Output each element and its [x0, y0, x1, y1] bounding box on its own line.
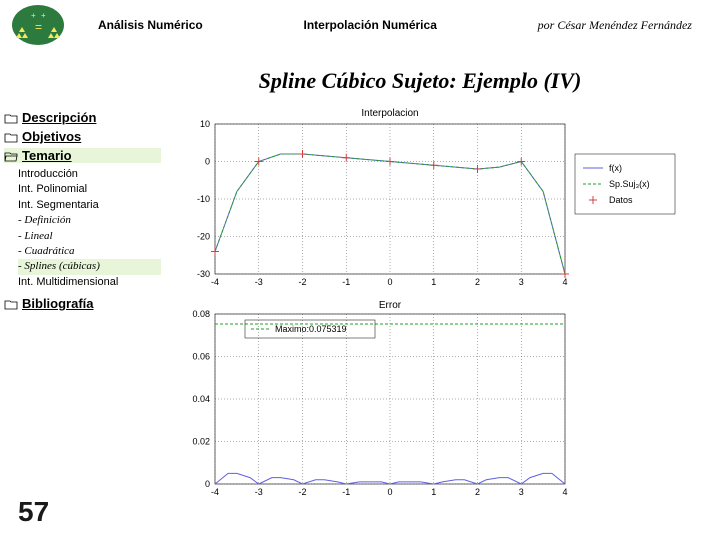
sidebar: Descripción Objetivos Temario Introducci… — [0, 104, 165, 524]
header-topic: Interpolación Numérica — [304, 18, 437, 33]
slide-title: Spline Cúbico Sujeto: Ejemplo (IV) — [120, 68, 720, 94]
svg-text:0.04: 0.04 — [192, 394, 210, 404]
svg-text:-2: -2 — [298, 277, 306, 287]
svg-text:-30: -30 — [197, 269, 210, 279]
interpolation-error-charts: Interpolacion-4-3-2-101234-30-20-10010f(… — [175, 104, 695, 504]
svg-text:-20: -20 — [197, 232, 210, 242]
folder-icon — [4, 112, 18, 123]
svg-text:1: 1 — [431, 487, 436, 497]
nav-label: Descripción — [22, 110, 96, 125]
svg-text:0: 0 — [205, 157, 210, 167]
svg-text:1: 1 — [431, 277, 436, 287]
svg-text:Maximo:0.075319: Maximo:0.075319 — [275, 324, 347, 334]
svg-text:0: 0 — [387, 277, 392, 287]
page-number: 57 — [18, 496, 49, 528]
svg-text:+: + — [41, 11, 46, 20]
nav-descripcion[interactable]: Descripción — [4, 110, 161, 125]
nav-label: Objetivos — [22, 129, 81, 144]
sub-lin[interactable]: - Lineal — [18, 229, 161, 244]
nav-label: Temario — [22, 148, 72, 163]
svg-text:-1: -1 — [342, 277, 350, 287]
svg-text:0.06: 0.06 — [192, 352, 210, 362]
svg-text:0.08: 0.08 — [192, 309, 210, 319]
nav-label: Bibliografía — [22, 296, 94, 311]
nav-objetivos[interactable]: Objetivos — [4, 129, 161, 144]
svg-text:-4: -4 — [211, 487, 219, 497]
sub-cuad[interactable]: - Cuadrática — [18, 244, 161, 259]
svg-text:4: 4 — [562, 277, 567, 287]
svg-text:f(x): f(x) — [609, 163, 622, 173]
svg-text:4: 4 — [562, 487, 567, 497]
sub-poli[interactable]: Int. Polinomial — [18, 182, 161, 197]
chart-area: Interpolacion-4-3-2-101234-30-20-10010f(… — [165, 104, 720, 524]
svg-text:0: 0 — [387, 487, 392, 497]
sub-intro[interactable]: Introducción — [18, 167, 161, 182]
svg-text:-2: -2 — [298, 487, 306, 497]
svg-text:+: + — [31, 11, 36, 20]
folder-icon — [4, 298, 18, 309]
svg-text:3: 3 — [519, 487, 524, 497]
header-course: Análisis Numérico — [98, 18, 203, 33]
svg-text:=: = — [35, 20, 42, 34]
header-author: por César Menéndez Fernández — [538, 18, 692, 33]
svg-text:3: 3 — [519, 277, 524, 287]
svg-text:0.02: 0.02 — [192, 437, 210, 447]
svg-text:-4: -4 — [211, 277, 219, 287]
sub-multi[interactable]: Int. Multidimensional — [18, 275, 161, 290]
nav-temario[interactable]: Temario — [4, 148, 161, 163]
sub-def[interactable]: - Definición — [18, 213, 161, 228]
logo: + + = — [8, 3, 68, 48]
nav-sub-items: Introducción Int. Polinomial Int. Segmen… — [18, 167, 161, 290]
svg-text:-3: -3 — [255, 277, 263, 287]
svg-text:10: 10 — [200, 119, 210, 129]
svg-text:-10: -10 — [197, 194, 210, 204]
svg-text:0: 0 — [205, 479, 210, 489]
svg-text:-3: -3 — [255, 487, 263, 497]
sub-seg[interactable]: Int. Segmentaria — [18, 198, 161, 213]
svg-text:2: 2 — [475, 277, 480, 287]
folder-open-icon — [4, 150, 18, 161]
svg-text:Error: Error — [379, 300, 402, 311]
nav-biblio[interactable]: Bibliografía — [4, 296, 161, 311]
folder-icon — [4, 131, 18, 142]
svg-text:Datos: Datos — [609, 195, 633, 205]
sub-spl[interactable]: - Splines (cúbicas) — [18, 259, 161, 274]
svg-text:Sp.Suj₃(x): Sp.Suj₃(x) — [609, 179, 650, 189]
svg-text:Interpolacion: Interpolacion — [361, 108, 418, 119]
svg-text:-1: -1 — [342, 487, 350, 497]
svg-text:2: 2 — [475, 487, 480, 497]
